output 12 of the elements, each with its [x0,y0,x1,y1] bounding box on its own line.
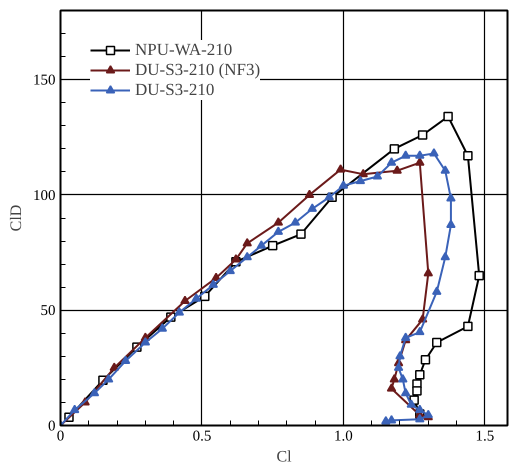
legend-label: NPU-WA-210 [135,40,232,60]
legend-label: DU-S3-210 (NF3) [135,60,260,80]
y-tick-label: 100 [33,188,56,204]
x-axis-title: Cl [276,448,292,466]
x-tick-label: 0.5 [192,428,212,444]
y-tick-label: 0 [48,418,56,434]
x-tick-label: 1.5 [475,428,494,444]
legend-label: DU-S3-210 [135,80,214,100]
y-tick-label: 150 [33,72,56,89]
x-tick-label: 1.0 [334,428,353,444]
y-axis-title: ClD [8,204,25,232]
y-tick-label: 50 [40,303,56,320]
